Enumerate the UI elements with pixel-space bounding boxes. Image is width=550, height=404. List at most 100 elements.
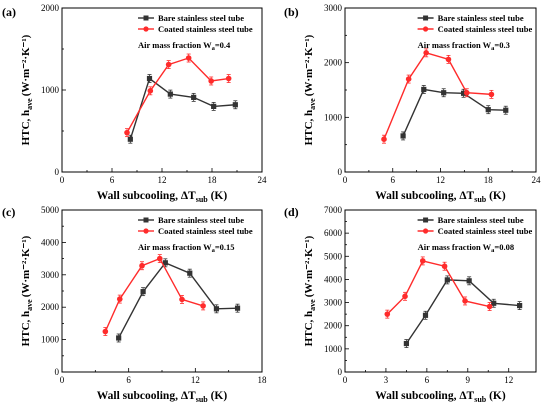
chart-panel-3: (c) 0 6 12 18 0 1000 2000 3000 4000 5000 Wall subco… [2,205,267,404]
y-tick-label: 1000 [41,85,60,95]
panel-label: (a) [2,5,16,19]
panel-label: (b) [284,5,299,19]
y-tick-label: 2000 [41,3,60,13]
data-point [517,302,523,309]
data-point [208,78,214,84]
x-tick-label: 0 [60,375,65,385]
x-tick-label: 12 [158,175,167,185]
data-point [423,50,429,56]
data-point [167,91,173,97]
y-axis-label: HTC, have(W·m⁻²·K⁻¹) [20,34,34,145]
x-tick-label: 0 [343,375,348,385]
y-tick-label: 1000 [324,112,343,122]
data-point [200,303,206,309]
x-tick-label: 0 [60,175,65,185]
legend-marker [422,26,429,32]
data-point [147,88,154,94]
chart-panel-1: (a) 0 6 12 18 24 0 1000 2000 Wall subcooling, ΔTs… [2,3,267,204]
x-axis-label: Wall subcooling, ΔTsub (K) [97,390,228,404]
legend-label: Coated stainless steel tube [438,24,533,34]
series-line-coated [104,257,204,332]
data-point [491,300,497,306]
data-point [419,258,426,264]
legend-label: Coated stainless steel tube [158,24,253,34]
x-tick-label: 18 [484,175,494,185]
x-tick-label: 24 [532,175,542,185]
legend-marker [143,26,149,32]
data-point [187,270,193,276]
data-point [441,90,447,96]
x-tick-label: 3 [384,375,389,385]
data-point [466,278,472,284]
data-point [234,305,241,311]
y-tick-label: 2000 [324,321,343,331]
data-point [124,129,130,136]
y-tick-label: 2000 [41,302,60,312]
x-tick-label: 6 [126,375,131,385]
data-point [445,56,452,63]
data-point [185,55,192,61]
y-tick-label: 0 [55,367,60,377]
air-mass-annotation: Air mass fraction Wa=0.15 [138,242,235,254]
x-tick-label: 9 [466,375,471,385]
data-point [403,340,409,347]
x-tick-label: 12 [436,175,445,185]
x-tick-label: 12 [504,375,513,385]
air-mass-annotation: Air mass fraction Wa=0.3 [418,40,510,52]
legend-marker [143,15,149,21]
data-point [485,107,491,113]
series-line-coated [386,260,490,315]
series-line-coated [126,57,229,133]
y-tick-label: 1000 [41,335,60,345]
data-point [421,86,427,93]
x-tick-label: 0 [343,175,348,185]
data-point [488,91,495,98]
data-point [116,296,123,302]
data-point [102,328,109,335]
data-point [381,136,387,142]
data-point [444,277,450,283]
air-mass-annotation: Air mass fraction Wa=0.08 [418,242,515,254]
series-line-coated [383,52,492,140]
air-mass-annotation: Air mass fraction Wa=0.4 [138,40,231,52]
y-tick-label: 0 [55,167,60,177]
data-point [127,136,133,142]
data-point [462,298,468,304]
x-tick-label: 18 [208,175,218,185]
data-point [139,262,145,269]
legend-marker [423,15,429,21]
data-point [405,76,412,82]
legend-marker [423,217,429,223]
legend-label: Bare stainless steel tube [158,215,244,225]
chart-panel-2: (b) 0 6 12 18 24 0 1000 2000 3000 Wall subcooling,… [284,3,541,204]
y-tick-label: 0 [338,367,343,377]
legend-label: Coated stainless steel tube [158,226,253,236]
data-point [116,335,122,341]
legend-marker [143,228,149,234]
x-axis-label: Wall subcooling, ΔTsub (K) [97,190,228,204]
data-point [441,263,448,270]
y-tick-label: 4000 [324,274,343,284]
y-tick-label: 3000 [324,298,343,308]
y-tick-label: 3000 [41,270,60,280]
y-tick-label: 7000 [324,205,343,215]
data-point [486,303,493,310]
data-point [191,94,197,100]
y-tick-label: 2000 [324,58,343,68]
y-axis-label: HTC, have(W·m⁻²·K⁻¹) [20,235,34,346]
data-point [213,306,220,312]
chart-panel-4: (d) 0 3 6 9 12 0 1000 2000 3000 4000 5000 6000 7000 Wa… [284,205,537,404]
data-point [165,61,172,68]
y-tick-label: 4000 [41,237,60,247]
x-tick-label: 6 [110,175,115,185]
data-point [146,75,153,82]
data-point [140,289,146,295]
x-tick-label: 6 [425,375,430,385]
panel-label: (d) [284,205,299,219]
legend-label: Bare stainless steel tube [438,215,524,225]
data-point [402,293,408,300]
series-line-bare [118,261,238,339]
data-point [400,133,406,139]
data-point [422,312,429,318]
y-tick-label: 6000 [324,228,343,238]
